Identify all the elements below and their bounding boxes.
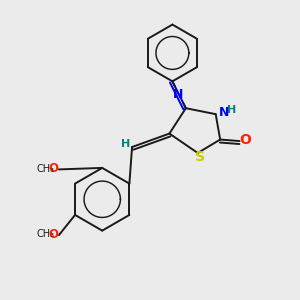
Text: H: H bbox=[226, 105, 236, 115]
Text: N: N bbox=[219, 106, 229, 119]
Text: O: O bbox=[239, 134, 251, 147]
Text: N: N bbox=[173, 88, 183, 101]
Text: S: S bbox=[195, 150, 205, 164]
Text: CH₃: CH₃ bbox=[36, 164, 55, 173]
Text: O: O bbox=[49, 228, 58, 241]
Text: CH₃: CH₃ bbox=[36, 229, 55, 239]
Text: O: O bbox=[49, 162, 58, 175]
Text: H: H bbox=[121, 139, 130, 149]
